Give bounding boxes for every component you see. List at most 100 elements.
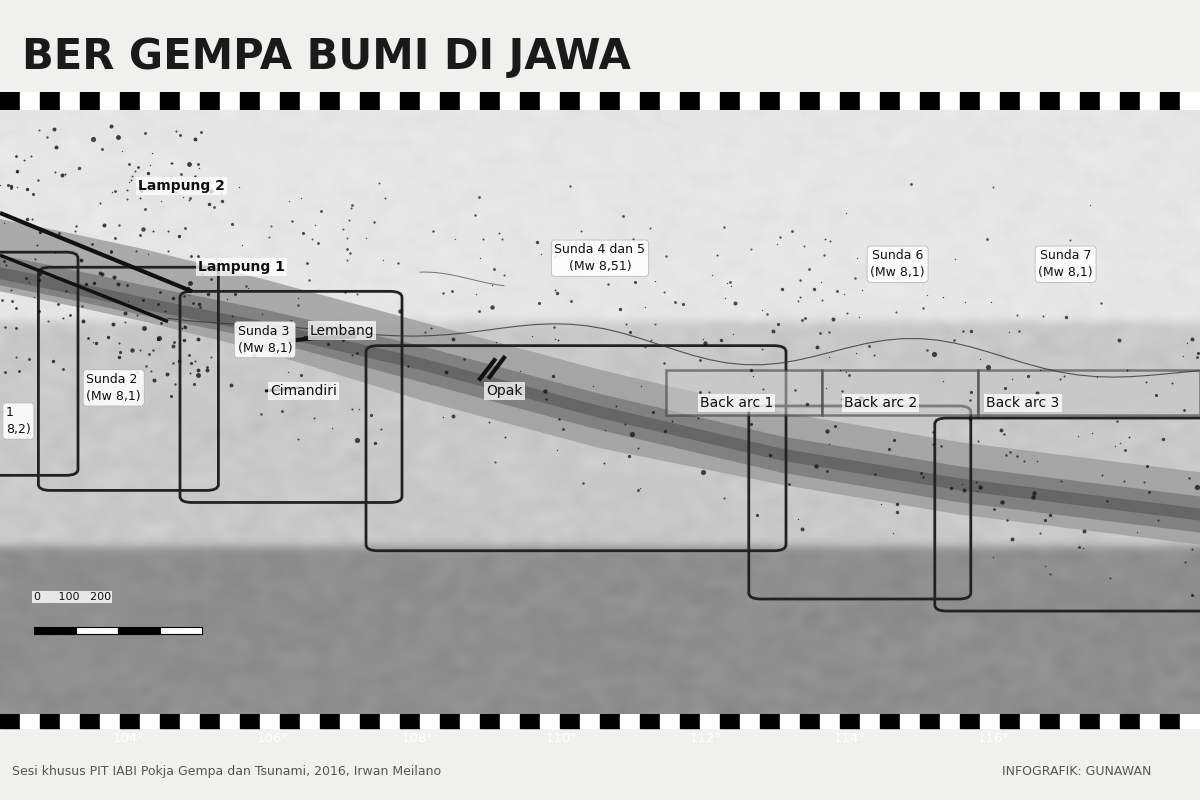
Point bbox=[485, 262, 504, 275]
Point bbox=[30, 226, 49, 238]
Point bbox=[944, 334, 964, 346]
Point bbox=[1, 180, 20, 193]
Point bbox=[656, 249, 676, 262]
Point bbox=[104, 293, 124, 306]
Point bbox=[349, 403, 368, 416]
Point bbox=[131, 185, 150, 198]
Point bbox=[941, 482, 960, 494]
Point bbox=[1002, 373, 1021, 386]
Point bbox=[23, 187, 42, 200]
Point bbox=[305, 218, 324, 231]
Point bbox=[188, 369, 208, 382]
Point bbox=[376, 192, 395, 205]
Point bbox=[1008, 390, 1027, 403]
Point bbox=[785, 383, 804, 396]
Point bbox=[38, 314, 58, 327]
Point bbox=[1177, 337, 1196, 350]
Point bbox=[846, 271, 865, 284]
Point bbox=[707, 249, 726, 262]
Point bbox=[158, 244, 178, 257]
Point bbox=[1051, 242, 1070, 254]
Point bbox=[122, 170, 142, 182]
Point bbox=[185, 378, 204, 390]
Point bbox=[1153, 433, 1172, 446]
Point bbox=[136, 360, 155, 373]
Bar bbox=[1080, 714, 1100, 728]
Point bbox=[134, 294, 154, 306]
Point bbox=[46, 246, 65, 258]
Point bbox=[655, 357, 674, 370]
Point bbox=[641, 334, 660, 346]
Point bbox=[616, 418, 635, 430]
Point bbox=[136, 202, 155, 215]
Bar bbox=[620, 92, 640, 110]
Point bbox=[188, 298, 208, 310]
Point bbox=[163, 339, 182, 352]
Point bbox=[884, 434, 904, 446]
Point bbox=[1087, 370, 1106, 383]
Point bbox=[1111, 436, 1130, 449]
Bar bbox=[100, 714, 120, 728]
Point bbox=[828, 285, 847, 298]
Point bbox=[102, 246, 121, 258]
Bar bbox=[760, 92, 780, 110]
Point bbox=[629, 483, 648, 496]
Bar bbox=[480, 714, 500, 728]
Point bbox=[115, 306, 134, 319]
Point bbox=[996, 449, 1015, 462]
Bar bbox=[680, 714, 700, 728]
Bar bbox=[520, 714, 540, 728]
Bar bbox=[20, 92, 40, 110]
Point bbox=[79, 331, 98, 344]
Point bbox=[53, 362, 72, 375]
Point bbox=[788, 295, 808, 308]
Point bbox=[84, 336, 103, 349]
Point bbox=[278, 366, 298, 379]
Point bbox=[876, 265, 895, 278]
Point bbox=[623, 428, 642, 441]
Bar bbox=[900, 92, 920, 110]
Point bbox=[479, 415, 498, 428]
Bar bbox=[600, 714, 620, 728]
Point bbox=[984, 181, 1003, 194]
Point bbox=[820, 350, 839, 363]
Point bbox=[550, 413, 569, 426]
Point bbox=[595, 424, 614, 437]
Point bbox=[6, 322, 25, 334]
Point bbox=[991, 424, 1010, 437]
Point bbox=[1060, 234, 1079, 246]
Point bbox=[7, 181, 26, 194]
Point bbox=[109, 337, 128, 350]
Bar bbox=[60, 714, 80, 728]
Point bbox=[143, 225, 162, 238]
Bar bbox=[80, 92, 100, 110]
Point bbox=[288, 433, 307, 446]
Point bbox=[341, 246, 360, 259]
Point bbox=[298, 257, 317, 270]
Point bbox=[151, 195, 170, 208]
Point bbox=[190, 162, 209, 174]
Point bbox=[2, 284, 22, 297]
Point bbox=[846, 346, 865, 359]
Point bbox=[594, 457, 613, 470]
Point bbox=[960, 412, 979, 425]
Point bbox=[595, 238, 614, 250]
Point bbox=[473, 232, 492, 245]
Point bbox=[163, 291, 182, 304]
Point bbox=[199, 198, 218, 210]
Point bbox=[528, 235, 547, 248]
Bar bbox=[760, 714, 780, 728]
Point bbox=[823, 313, 842, 326]
Point bbox=[1082, 427, 1102, 440]
Point bbox=[1034, 255, 1054, 268]
Point bbox=[620, 326, 640, 338]
Point bbox=[744, 370, 763, 382]
Point bbox=[601, 256, 620, 269]
Point bbox=[109, 218, 128, 231]
Point bbox=[185, 170, 204, 182]
Point bbox=[955, 296, 974, 309]
Point bbox=[49, 226, 68, 239]
Point bbox=[796, 311, 815, 324]
Point bbox=[95, 219, 114, 232]
Point bbox=[1001, 445, 1020, 458]
